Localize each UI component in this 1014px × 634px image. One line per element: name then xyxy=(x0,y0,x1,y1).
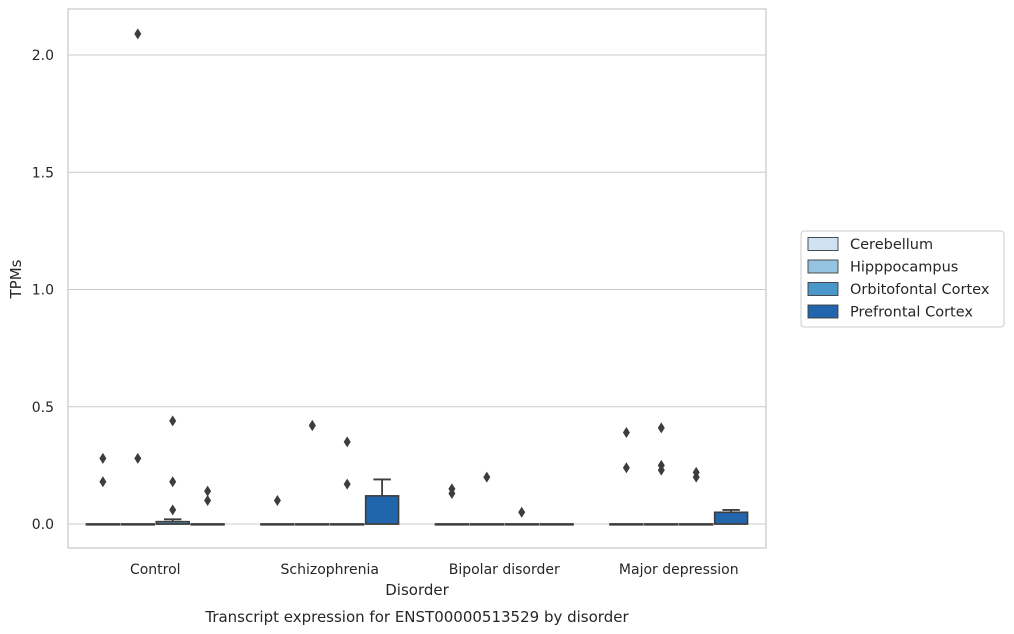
box-cerebellum xyxy=(85,523,121,526)
outlier-point xyxy=(343,478,351,490)
legend-items: Cerebellum Hipppocampus Orbitofontal Corte… xyxy=(807,237,990,321)
box-orbitofontal-cortex xyxy=(504,523,539,526)
outlier-point xyxy=(518,506,526,518)
box-cerebellum xyxy=(609,523,644,526)
outlier-point xyxy=(343,436,351,448)
y-axis-label: TPMs xyxy=(7,259,25,299)
outlier-point xyxy=(622,427,630,439)
plot-frame xyxy=(67,8,767,549)
outlier-point xyxy=(204,495,212,507)
outlier-point xyxy=(169,476,177,488)
box xyxy=(713,511,749,525)
legend: Cerebellum Hipppocampus Orbitofontal Corte… xyxy=(800,230,1005,328)
box-prefrontal-cortex xyxy=(539,523,574,526)
box-groups xyxy=(85,478,749,526)
outlier-point xyxy=(692,471,700,483)
box-prefrontal-cortex xyxy=(713,509,749,525)
legend-label: Prefrontal Cortex xyxy=(850,305,973,321)
outlier-point xyxy=(273,495,281,507)
x-tick-label: Control xyxy=(130,562,181,578)
outlier-points xyxy=(99,28,700,518)
box-hipppocampus xyxy=(469,523,505,526)
outlier-point xyxy=(99,476,107,488)
outlier-point xyxy=(204,485,212,497)
outlier-point xyxy=(448,483,456,495)
outlier-point xyxy=(169,415,177,427)
outlier-point xyxy=(622,462,630,474)
chart-caption: Transcript expression for ENST0000051352… xyxy=(204,608,629,626)
x-axis-label: Disorder xyxy=(385,581,449,599)
legend-label: Cerebellum xyxy=(850,237,933,253)
outlier-point xyxy=(308,420,316,432)
legend-swatch xyxy=(807,237,839,251)
box-hipppocampus xyxy=(295,523,330,526)
box-prefrontal-cortex xyxy=(364,478,400,525)
y-tick-label: 2.0 xyxy=(32,48,54,64)
y-tick-label: 1.0 xyxy=(32,283,54,299)
outlier-point xyxy=(134,452,142,464)
box-orbitofontal-cortex xyxy=(329,523,365,526)
legend-swatch xyxy=(807,259,839,274)
legend-frame xyxy=(800,230,1005,328)
legend-swatch xyxy=(807,304,839,319)
box-cerebellum xyxy=(260,523,295,526)
legend-label: Hipppocampus xyxy=(850,260,958,276)
box-hipppocampus xyxy=(120,523,156,526)
box xyxy=(364,495,400,525)
box-orbitofontal-cortex xyxy=(678,523,714,526)
y-tick-labels: 0.0 0.5 1.0 1.5 2.0 xyxy=(32,48,54,533)
legend-label: Orbitofontal Cortex xyxy=(850,282,990,298)
grid-lines xyxy=(68,54,766,525)
box-hipppocampus xyxy=(644,523,679,526)
x-tick-labels: Control Schizophrenia Bipolar disorder Majo… xyxy=(130,562,739,578)
outlier-point xyxy=(134,28,142,40)
x-tick-label: Bipolar disorder xyxy=(449,562,560,578)
outlier-point xyxy=(483,471,491,483)
box-prefrontal-cortex xyxy=(190,523,225,526)
y-tick-label: 0.0 xyxy=(32,517,54,533)
legend-swatch xyxy=(807,282,839,296)
x-tick-label: Major depression xyxy=(619,562,739,578)
outlier-point xyxy=(657,422,665,434)
x-tick-label: Schizophrenia xyxy=(281,562,379,578)
y-tick-label: 0.5 xyxy=(32,400,54,416)
box-orbitofontal-cortex xyxy=(155,518,190,525)
box-cerebellum xyxy=(434,523,470,526)
outlier-point xyxy=(657,464,665,476)
outlier-point xyxy=(169,504,177,516)
y-tick-label: 1.5 xyxy=(32,165,54,181)
outlier-point xyxy=(99,452,107,464)
